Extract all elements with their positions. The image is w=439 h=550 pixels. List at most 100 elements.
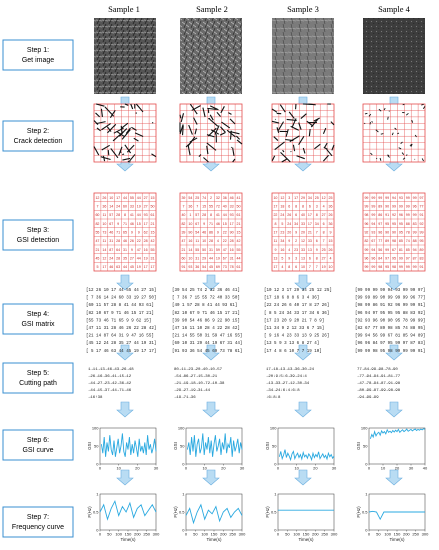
step-title: Step 3: — [27, 227, 49, 234]
y-tick-label: 100 — [270, 425, 277, 430]
gsi-cell-value: 21 — [237, 222, 241, 226]
crack-stroke — [323, 142, 328, 149]
crack-stroke — [101, 123, 111, 131]
x-tick-label: 250 — [229, 532, 236, 537]
gsi-matrix-row: [60 11 57 28 8 41 44 93 61] — [86, 303, 154, 308]
gsi-cell-value: 7 — [316, 231, 318, 235]
gsi-cell-value: 4 — [323, 205, 325, 209]
gsi-cell-value: 10 — [329, 265, 333, 269]
gsi-matrix-row: [60 10 31 29 44 19 67 31 44] — [172, 341, 242, 346]
gsi-curve-series-line — [369, 428, 426, 439]
gsi-cell-value: 8 — [295, 205, 297, 209]
crack-stroke — [220, 106, 225, 114]
crack-stroke — [406, 154, 408, 156]
gsi-cell-value: 9 — [117, 222, 119, 226]
gsi-cell-value: 21 — [95, 248, 99, 252]
rock-image — [180, 18, 242, 94]
gsi-cell-value: 90 — [188, 231, 192, 235]
crack-stroke — [370, 152, 373, 156]
step-title: Step 6: — [27, 437, 49, 444]
gsi-cell-value: 54 — [195, 231, 199, 235]
gsi-cell-value: 96 — [413, 205, 417, 209]
gsi-cell-value: 10 — [273, 196, 277, 200]
gsi-cell-value: 46 — [130, 222, 134, 226]
gsi-cell-value: 55 — [130, 196, 134, 200]
gsi-cell-value: 95 — [385, 265, 389, 269]
gsi-cell-value: 36 — [329, 222, 333, 226]
gsi-cell-value: 54 — [202, 265, 206, 269]
gsi-cell-value: 82 — [364, 239, 368, 243]
gsi-cell-value: 47 — [223, 248, 227, 252]
crack-stroke — [121, 129, 131, 140]
sample-header: Sample 1 — [108, 4, 140, 14]
gsi-cell-value: 4 — [281, 265, 283, 269]
y-axis-label: GSI — [265, 442, 270, 450]
gsi-cell-value: 46 — [202, 231, 206, 235]
step-box: Step 1: Get image — [2, 39, 74, 71]
gsi-cell-value: 17 — [273, 205, 277, 209]
gsi-cell-value: 98 — [392, 239, 396, 243]
crack-stroke — [229, 118, 236, 125]
crack-stroke — [214, 125, 220, 135]
gsi-cell-value: 14 — [102, 248, 106, 252]
crack-stroke — [179, 114, 182, 119]
flow-arrow — [385, 469, 403, 486]
gsi-cell-value: 12 — [322, 196, 326, 200]
gsi-cell-value: 28 — [116, 239, 120, 243]
y-axis-label: F(Hz) — [87, 506, 92, 518]
gsi-matrix-row: [21 14 87 64 31 9 47 16 55] — [86, 334, 154, 339]
crack-stroke — [127, 160, 131, 163]
gsi-cell-value: 78 — [230, 265, 234, 269]
gsi-cell-value: 17 — [230, 222, 234, 226]
crack-stroke — [306, 120, 314, 127]
crack-stroke — [379, 157, 382, 161]
gsi-cell-value: 91 — [181, 265, 185, 269]
crack-stroke — [130, 103, 134, 110]
crack-stroke — [187, 145, 191, 156]
gsi-cell-value: 99 — [413, 265, 417, 269]
gsi-cell-value: 31 — [195, 257, 199, 261]
gsi-cell-value: 6 — [309, 257, 311, 261]
crack-stroke — [230, 146, 233, 149]
gsi-cell-value: 39 — [181, 196, 185, 200]
step-subtitle: GSI curve — [22, 447, 53, 454]
gsi-cell-value: 27 — [144, 205, 148, 209]
gsi-cell-value: 23 — [294, 248, 298, 252]
flow-arrow — [385, 401, 403, 418]
freq-curve-chart: 0 50 100 150 200 250 300 0 0.5 1 F(Hz) Time(s) — [356, 491, 429, 542]
crack-stroke — [380, 133, 384, 135]
gsi-cell-value: 4 — [330, 257, 332, 261]
flow-arrow — [385, 274, 403, 291]
gsi-matrix-row: [17 23 20 9 20 21 7 8 9] — [264, 318, 324, 323]
crack-stroke — [95, 103, 105, 107]
gsi-cell-value: 93 — [144, 213, 148, 217]
gsi-cell-value: 95 — [392, 222, 396, 226]
gsi-cell-value: 19 — [137, 265, 141, 269]
crack-stroke — [397, 132, 400, 135]
flow-arrow — [202, 274, 220, 291]
gsi-cell-value: 19 — [322, 265, 326, 269]
gsi-cell-value: 99 — [399, 205, 403, 209]
step-box: Step 5: Cutting path — [2, 362, 74, 394]
gsi-cell-value: 71 — [116, 231, 120, 235]
gsi-cell-value: 97 — [378, 222, 382, 226]
gsi-cell-value: 40 — [301, 213, 305, 217]
crack-stroke — [314, 143, 321, 150]
sample-header: Sample 2 — [196, 4, 228, 14]
crack-stroke — [411, 120, 414, 123]
flow-arrow — [116, 344, 134, 361]
gsi-cell-value: 27 — [322, 257, 326, 261]
crack-stroke — [313, 117, 320, 122]
crack-stroke — [277, 121, 285, 131]
gsi-cell-value: 67 — [195, 222, 199, 226]
crack-stroke — [126, 144, 135, 153]
rock-image — [94, 18, 156, 94]
crack-stroke — [216, 111, 221, 117]
gsi-cell-value: 9 — [288, 239, 290, 243]
x-tick-label: 50 — [285, 532, 290, 537]
flow-arrow — [202, 469, 220, 486]
gsi-cell-value: 9 — [203, 222, 205, 226]
gsi-matrix-row: [92 93 96 90 90 95 78 99 99] — [355, 318, 425, 323]
cutting-path-line: →21→19→18→10→72→10→38 — [174, 382, 225, 386]
gsi-cell-value: 55 — [151, 248, 155, 252]
